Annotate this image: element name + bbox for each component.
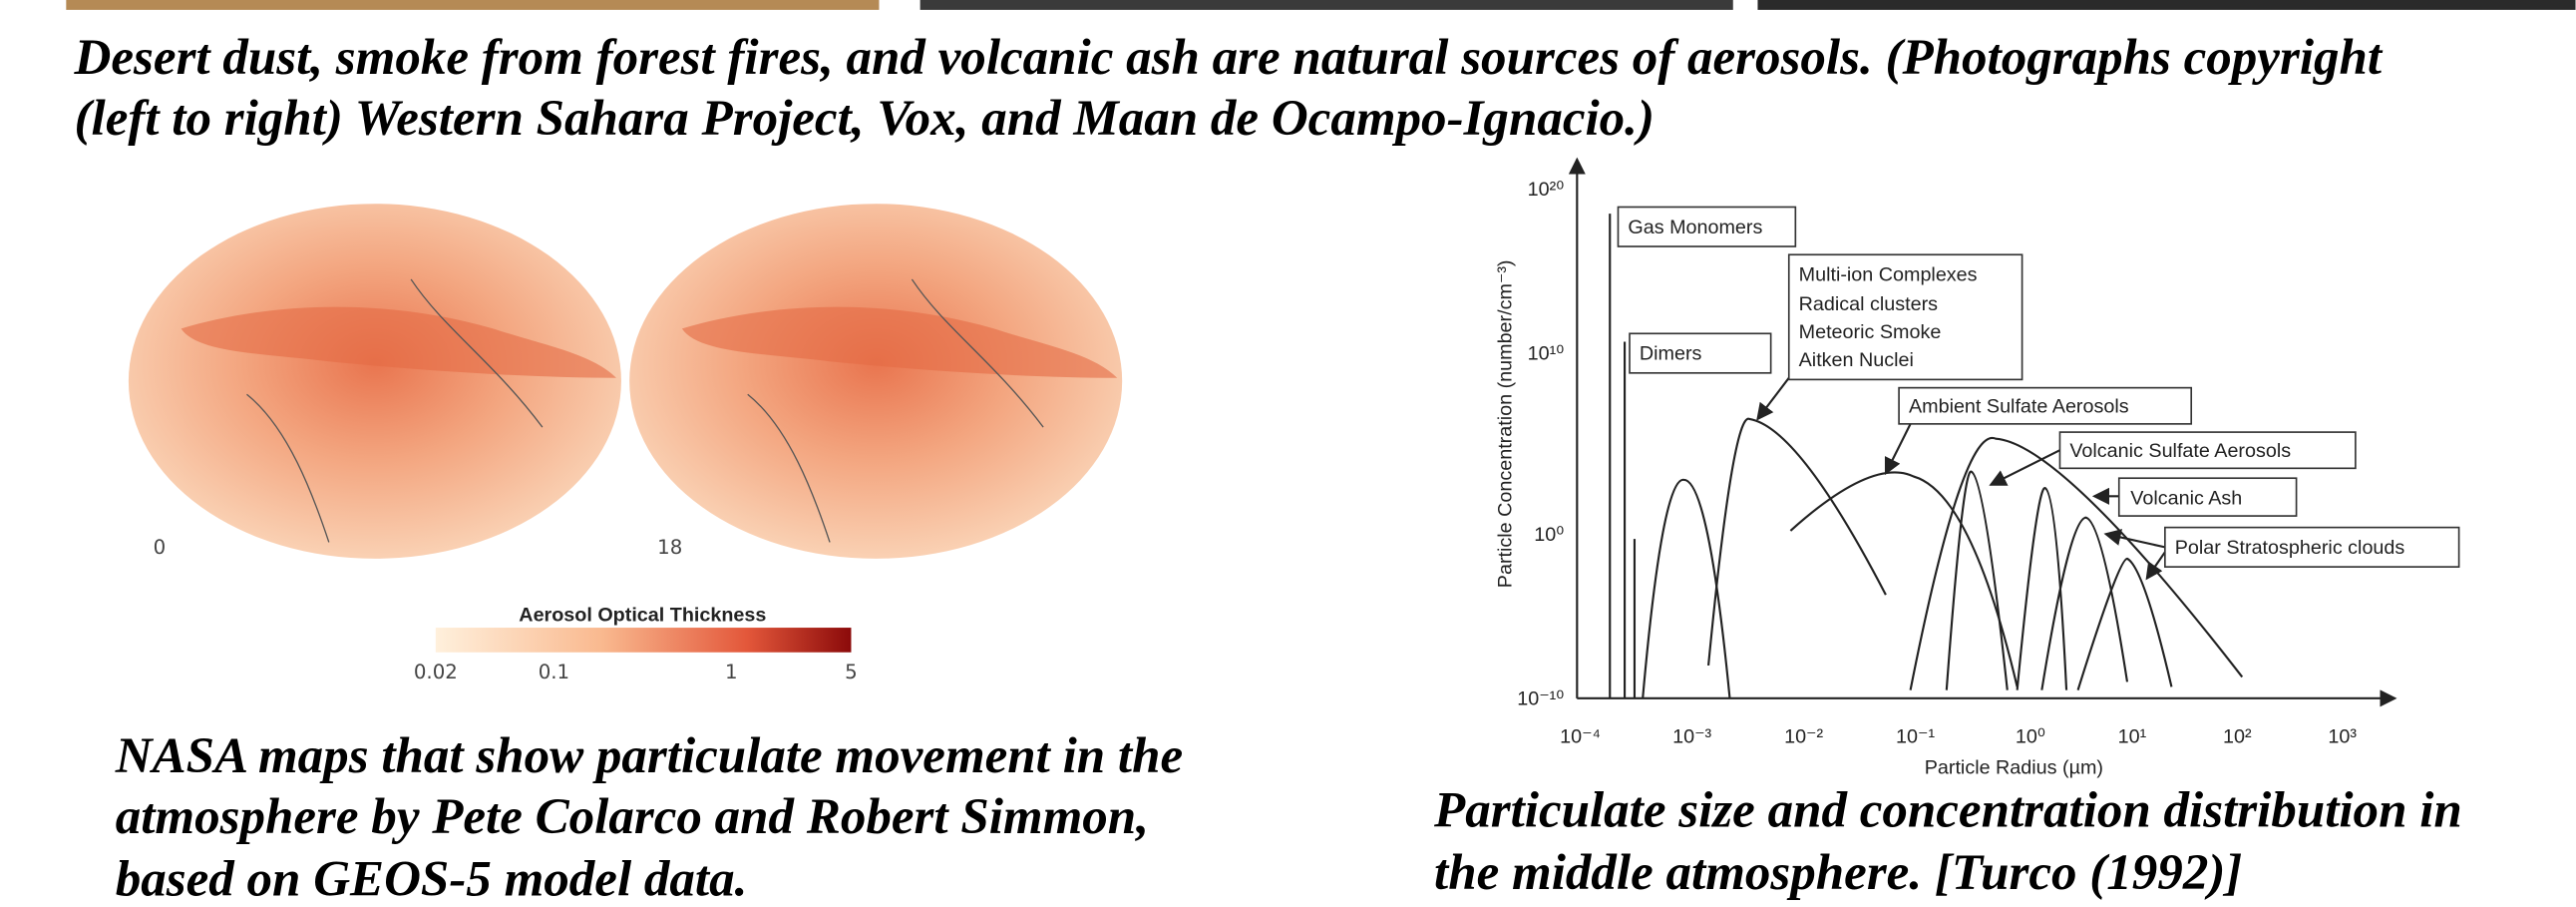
colorbar-tick-label: 0.1	[539, 661, 569, 683]
y-axis-label: Particle Concentration (number/cm⁻³)	[1494, 259, 1516, 588]
annotation: Radical clusters	[1799, 293, 1939, 315]
globe-label: 18	[657, 536, 682, 559]
colorbar	[435, 628, 852, 653]
caption-line: Particulate size and concentration distr…	[1433, 782, 2462, 838]
colorbar-tick-label: 5	[845, 661, 858, 683]
caption-line: Desert dust, smoke from forest fires, an…	[74, 30, 2384, 86]
x-tick-label: 10⁻¹	[1896, 725, 1935, 747]
annotation: Gas Monomers	[1628, 217, 1762, 238]
annotation: Aitken Nuclei	[1799, 349, 1914, 371]
colorbar-title: Aerosol Optical Thickness	[519, 604, 766, 626]
photo-strip	[66, 0, 2576, 10]
x-tick-label: 10²	[2223, 725, 2252, 747]
x-tick-label: 10³	[2328, 725, 2357, 747]
y-tick-label: 10⁻¹⁰	[1517, 687, 1564, 709]
annotation: Multi-ion Complexes	[1799, 264, 1978, 286]
x-tick-label: 10⁻³	[1672, 725, 1711, 747]
x-tick-label: 10¹	[2118, 725, 2147, 747]
y-tick-label: 10⁰	[1534, 524, 1564, 546]
annotation: Volcanic Sulfate Aerosols	[2069, 440, 2291, 462]
annotation: Dimers	[1640, 343, 1702, 365]
size-chart	[1568, 157, 2460, 707]
annotation: Ambient Sulfate Aerosols	[1909, 395, 2129, 417]
caption-line: NASA maps that show particulate movement…	[115, 728, 1183, 784]
axis-ticks: 10²⁰ 10¹⁰ 10⁰ 10⁻¹⁰ 10⁻⁴ 10⁻³ 10⁻² 10⁻¹ 10⁰ 10¹ 10…	[1517, 179, 2357, 747]
caption-line: the middle atmosphere. [Turco (1992)]	[1434, 845, 2242, 901]
caption-line: atmosphere by Pete Colarco and Robert Si…	[116, 789, 1149, 845]
colorbar-tick-label: 0.02	[414, 661, 458, 683]
globes	[128, 204, 1123, 559]
globe-label: 0	[154, 536, 167, 559]
x-tick-label: 10⁰	[2016, 725, 2045, 747]
caption-line: based on GEOS-5 model data.	[116, 851, 748, 907]
x-axis-label: Particle Radius (µm)	[1925, 757, 2103, 779]
annotation: Polar Stratospheric clouds	[2175, 537, 2405, 559]
x-tick-label: 10⁻⁴	[1560, 725, 1601, 747]
annotation: Volcanic Ash	[2130, 488, 2242, 510]
y-tick-label: 10²⁰	[1528, 179, 1565, 201]
annotation: Meteoric Smoke	[1799, 321, 1942, 343]
colorbar-tick-label: 1	[725, 661, 738, 683]
y-tick-label: 10¹⁰	[1528, 343, 1565, 365]
caption-line: (left to right) Western Sahara Project, …	[75, 91, 1655, 147]
x-tick-label: 10⁻²	[1784, 725, 1823, 747]
colorbar-ticks: 0.02 0.1 1 5	[414, 661, 858, 683]
